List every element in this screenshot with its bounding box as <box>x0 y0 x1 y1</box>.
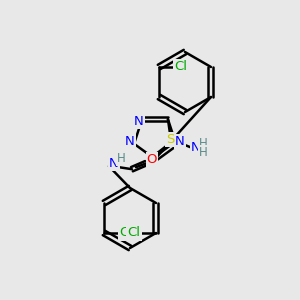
Text: H: H <box>199 146 207 159</box>
Text: N: N <box>191 141 201 154</box>
Text: N: N <box>134 115 144 128</box>
Text: S: S <box>166 133 174 146</box>
Text: Cl: Cl <box>119 226 133 239</box>
Text: N: N <box>175 135 185 148</box>
Text: O: O <box>147 153 157 166</box>
Text: H: H <box>117 152 125 165</box>
Text: N: N <box>125 135 135 148</box>
Text: H: H <box>199 137 207 150</box>
Text: N: N <box>109 157 119 170</box>
Text: Cl: Cl <box>175 61 188 74</box>
Text: Cl: Cl <box>128 226 140 239</box>
